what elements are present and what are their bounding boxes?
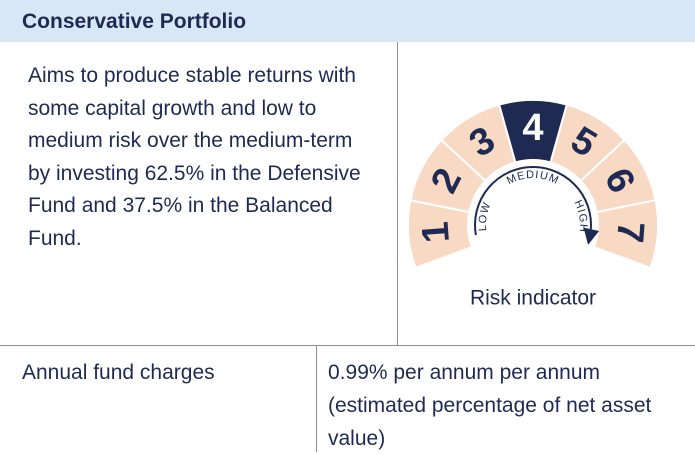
charges-value: 0.99% per annum per annum (estimated per…: [328, 361, 652, 450]
risk-level: 4: [522, 107, 543, 149]
scale-arc: [474, 166, 600, 245]
risk-level: 7: [608, 220, 651, 244]
divider: [316, 346, 317, 452]
scale-label: MEDIUM: [505, 169, 561, 187]
scale-label-text: MEDIUM: [505, 169, 560, 187]
scale-text-path: [486, 178, 580, 233]
risk-level: 1: [415, 220, 458, 244]
risk-segment: [592, 199, 659, 270]
divider: [0, 345, 695, 346]
description: Aims to produce stable returns with some…: [28, 64, 361, 250]
header-bar: [0, 0, 695, 42]
divider: [397, 42, 398, 345]
risk-caption: Risk indicator: [470, 287, 596, 310]
title: Conservative Portfolio: [22, 10, 247, 33]
charges-label: Annual fund charges: [22, 361, 215, 384]
